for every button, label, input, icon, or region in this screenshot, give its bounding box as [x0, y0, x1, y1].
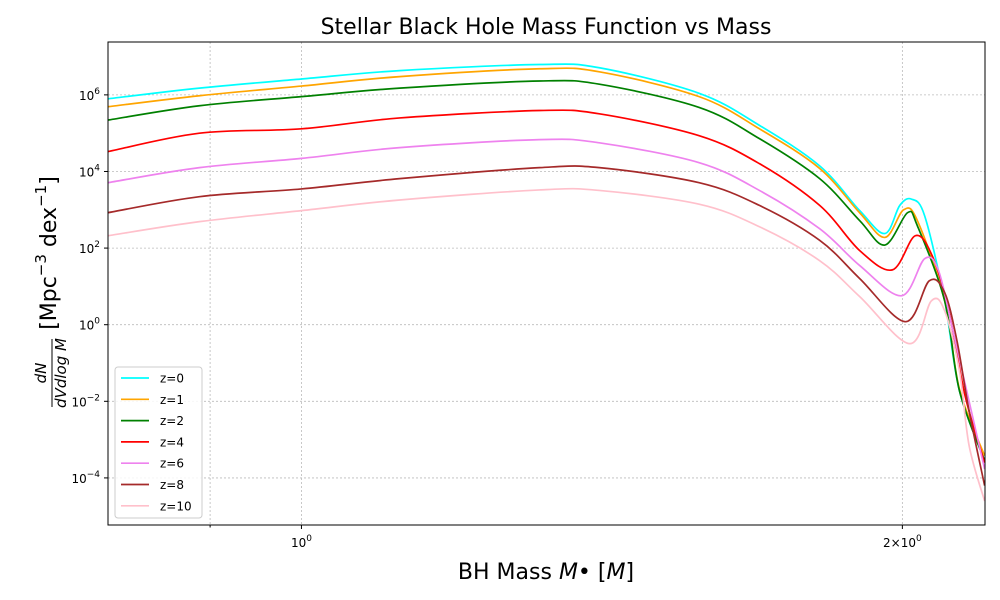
legend-label: z=6 — [160, 457, 184, 471]
tick-label: 102 — [79, 240, 100, 256]
tick-label: 100 — [291, 534, 312, 550]
y-axis-label: dN dVdlog M [Mpc−3 dex−1] — [32, 176, 70, 408]
tick-label: 104 — [79, 163, 100, 179]
grid — [108, 42, 985, 525]
series-line-z=0 — [108, 63, 985, 462]
series-lines — [108, 63, 985, 502]
x-axis-label: BH Mass M• [M] — [458, 560, 634, 585]
tick-label: 10−4 — [71, 470, 100, 486]
legend-label: z=4 — [160, 435, 184, 449]
series-line-z=2 — [108, 79, 985, 462]
legend-label: z=0 — [160, 372, 184, 386]
svg-text:[Mpc−3 dex−1]: [Mpc−3 dex−1] — [32, 176, 62, 330]
svg-text:dVdlog M: dVdlog M — [52, 338, 70, 408]
plot-frame — [107, 41, 986, 526]
legend-label: z=8 — [160, 478, 184, 492]
series-line-z=1 — [108, 67, 985, 457]
series-line-z=10 — [108, 187, 985, 502]
tick-label: 100 — [79, 317, 100, 333]
tick-label: 2×100 — [883, 534, 922, 550]
series-line-z=6 — [108, 138, 985, 470]
legend: z=0 z=1 z=2 z=4 z=6 z=8 z=10 — [114, 366, 203, 519]
tick-label: 10−2 — [71, 393, 100, 409]
legend-label: z=1 — [160, 393, 184, 407]
legend-label: z=2 — [160, 414, 184, 428]
chart-title: Stellar Black Hole Mass Function vs Mass — [321, 15, 772, 40]
svg-text:dN: dN — [32, 363, 50, 384]
series-line-z=8 — [108, 165, 985, 486]
tick-label: 106 — [79, 87, 100, 103]
legend-label: z=10 — [160, 499, 192, 513]
